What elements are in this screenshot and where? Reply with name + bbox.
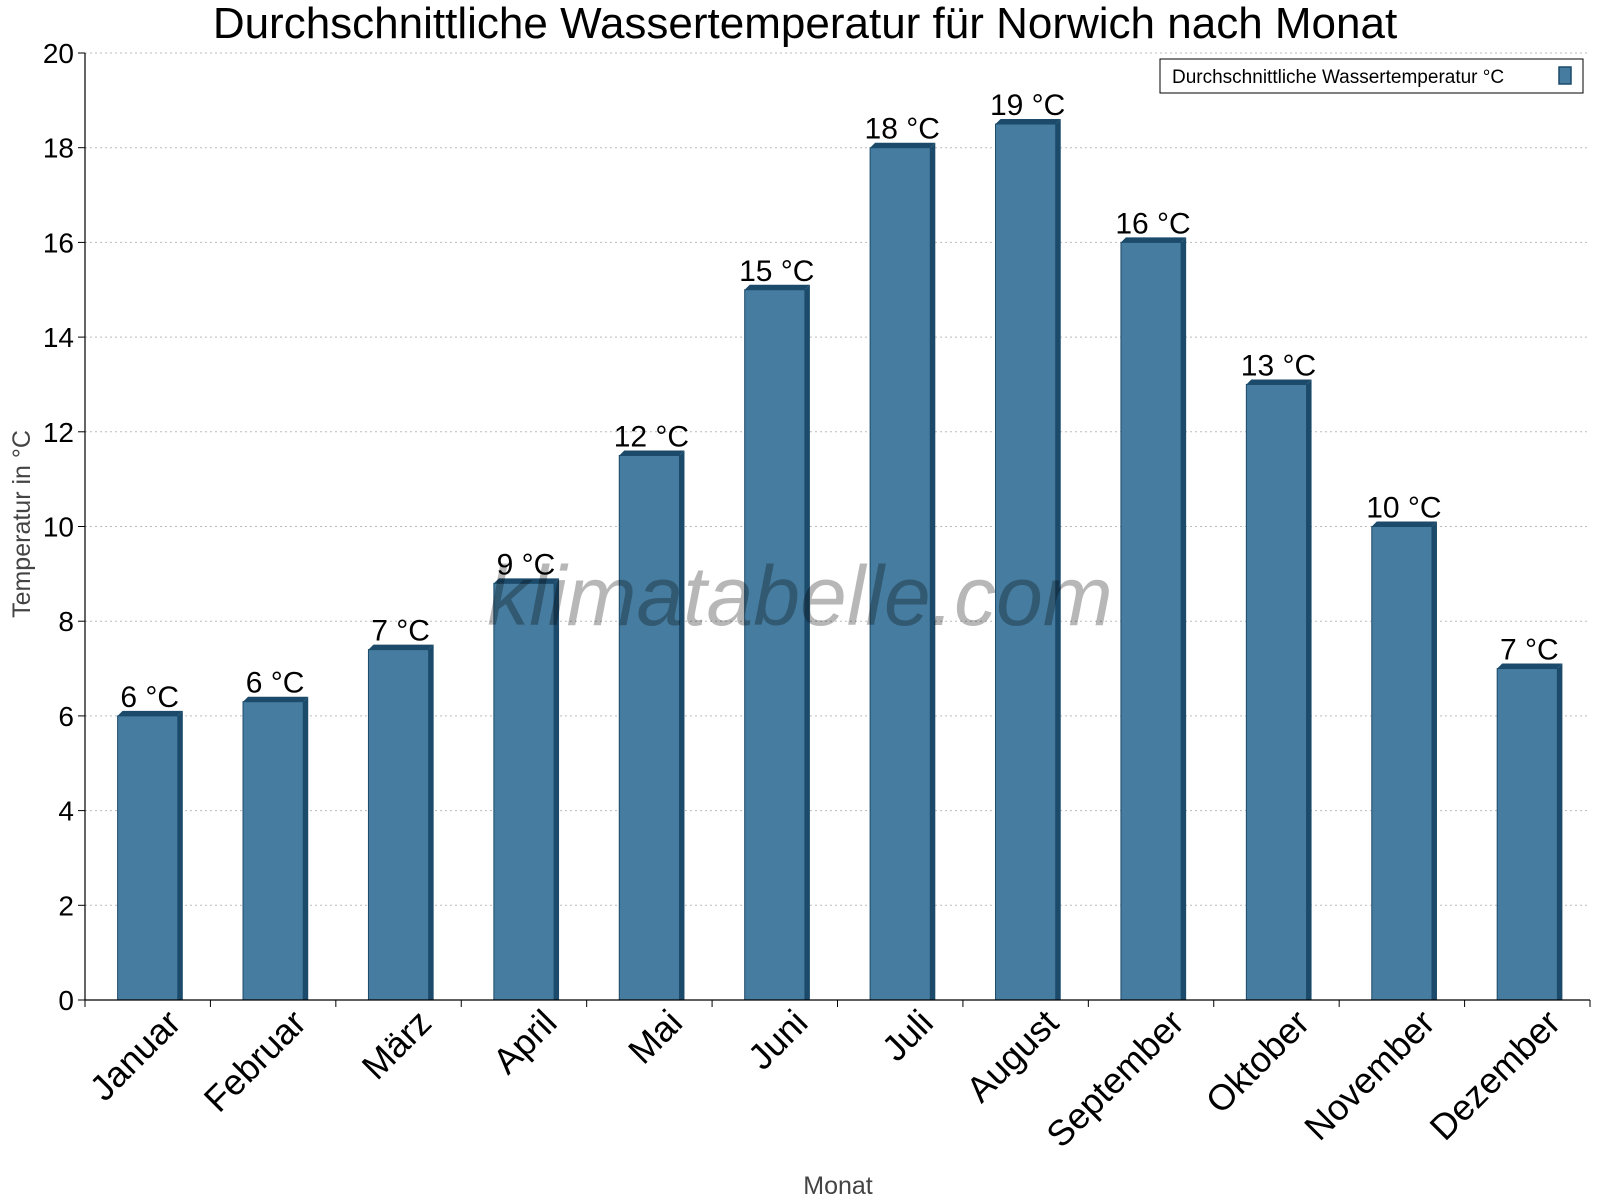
y-axis-label: Temperatur in °C: [8, 430, 36, 618]
bar-side: [1557, 663, 1563, 1000]
y-tick-label: 18: [43, 133, 74, 164]
bar-face: [869, 147, 931, 1001]
y-tick-label: 20: [43, 38, 74, 69]
bar-top: [1497, 663, 1563, 669]
bar-top: [368, 644, 434, 650]
bar-side: [1431, 521, 1437, 1000]
legend-swatch: [1558, 66, 1572, 85]
bar-face: [242, 701, 304, 1001]
y-tick-label: 6: [58, 701, 74, 732]
y-tick-label: 2: [58, 890, 74, 921]
bar-face: [493, 582, 555, 1001]
bar-value-label: 16 °C: [1115, 207, 1190, 240]
bar-side: [1306, 379, 1312, 1000]
bar-value-label: 6 °C: [246, 667, 305, 700]
y-tick-label: 8: [58, 606, 74, 637]
bar: [995, 119, 1061, 1001]
bar: [1120, 237, 1187, 1001]
x-axis: Januar Februar März April Mai Juni Juli AugustS…: [82, 999, 1591, 1156]
bar: [242, 696, 309, 1001]
bar-top: [117, 710, 183, 716]
bar-value-label: 13 °C: [1241, 349, 1316, 382]
bar: [1496, 663, 1563, 1001]
bar: [618, 450, 685, 1001]
x-axis-label: Monat: [803, 1172, 873, 1200]
bar: [367, 644, 434, 1001]
bar-top: [870, 142, 936, 148]
bar-top: [493, 578, 560, 584]
bar-side: [554, 578, 560, 1000]
watermark: klimatabelle.com: [487, 549, 1113, 643]
x-tick-label: Juni: [740, 1002, 816, 1078]
bar-top: [1120, 237, 1187, 243]
bar-side: [303, 696, 309, 1000]
bar-top: [619, 450, 685, 456]
bar-side: [428, 644, 434, 1000]
bar-value-label: 10 °C: [1366, 492, 1441, 525]
bar-side: [1055, 119, 1061, 1000]
x-tick-label: September: [1038, 1002, 1192, 1156]
y-axis: 0 2 4 6 8 10 12 14 16 18 20: [43, 38, 86, 1016]
y-tick-label: 0: [58, 985, 74, 1016]
x-tick-label: Mai: [620, 1002, 690, 1072]
x-tick-label: Juli: [874, 1002, 941, 1069]
bar-face: [117, 715, 179, 1001]
bar-face: [744, 289, 806, 1001]
bar-top: [1246, 379, 1312, 385]
y-tick-label: 12: [43, 417, 74, 448]
bar-value-labels: 6 °C 6 °C 7 °C 9 °C 12 °C 15 °C 18 °C 19 °C 16 °…: [120, 89, 1558, 714]
y-tick-label: 4: [58, 796, 74, 827]
bar: [493, 578, 560, 1001]
bar-value-label: 19 °C: [990, 89, 1065, 122]
bar-face: [618, 454, 680, 1001]
bar-face: [367, 649, 430, 1001]
bar-value-label: 6 °C: [120, 681, 179, 714]
bar-value-label: 15 °C: [739, 255, 814, 288]
bar: [869, 142, 936, 1001]
bar-value-label: 18 °C: [865, 113, 940, 146]
gridlines: [85, 52, 1590, 906]
x-tick-label: Oktober: [1198, 1002, 1318, 1122]
chart-title: Durchschnittliche Wassertemperatur für N…: [213, 0, 1397, 48]
bar: [1371, 521, 1437, 1001]
bar-top: [744, 284, 810, 290]
y-tick-label: 16: [43, 227, 74, 258]
legend-label: Durchschnittliche Wassertemperatur °C: [1172, 67, 1504, 88]
bar: [1245, 379, 1312, 1001]
x-tick-label: November: [1296, 1002, 1442, 1148]
bar-value-label: 12 °C: [614, 420, 689, 453]
bar-side: [679, 450, 685, 1001]
bar-top: [243, 696, 309, 702]
bar-value-label: 7 °C: [371, 615, 430, 648]
bar-face: [1245, 383, 1308, 1001]
bar-face: [1496, 668, 1558, 1001]
bar-top: [995, 119, 1061, 125]
bar-face: [995, 123, 1057, 1001]
x-tick-label: Dezember: [1422, 1002, 1568, 1148]
bar: [117, 710, 183, 1001]
bar-side: [177, 710, 183, 1000]
legend-box: [1159, 58, 1584, 94]
x-tick-label: April: [485, 1002, 565, 1082]
x-tick-label: März: [354, 1002, 440, 1088]
y-tick-label: 14: [43, 322, 74, 353]
bar-face: [1371, 526, 1433, 1001]
bar: [744, 284, 810, 1001]
bar-value-label: 9 °C: [497, 548, 556, 581]
y-tick-label: 10: [43, 512, 74, 543]
bar-value-label: 7 °C: [1500, 634, 1559, 667]
bar-side: [804, 284, 810, 1000]
bar-top: [1371, 521, 1437, 527]
bar-face: [1120, 241, 1182, 1001]
bar-side: [930, 142, 936, 1000]
legend: Durchschnittliche Wassertemperatur °C: [1159, 58, 1584, 94]
x-tick-label: August: [958, 1002, 1066, 1110]
bar-side: [1181, 237, 1187, 1000]
x-tick-label: Februar: [196, 1002, 314, 1120]
x-tick-label: Januar: [82, 1002, 189, 1109]
